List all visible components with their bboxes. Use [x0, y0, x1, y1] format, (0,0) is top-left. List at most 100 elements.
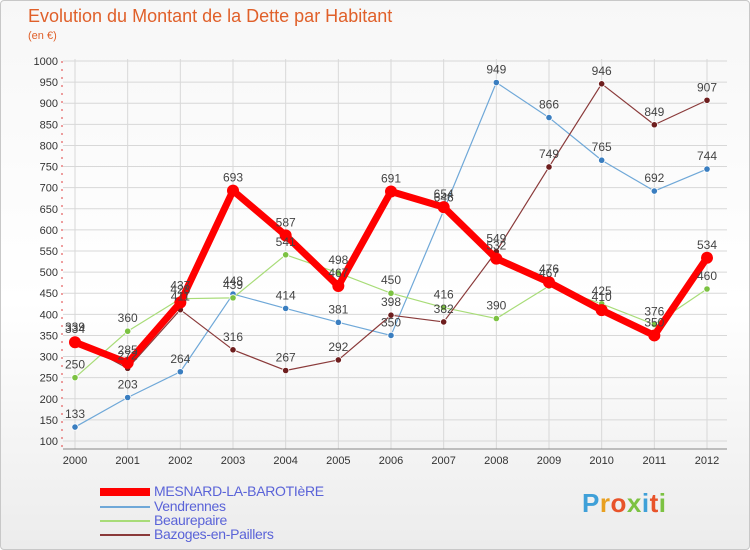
x-tick-label: 2005: [326, 455, 350, 467]
data-label: 467: [539, 266, 559, 280]
x-tick-label: 2010: [589, 455, 613, 467]
data-label: 339: [65, 320, 85, 334]
legend-swatch-vendrennes: [100, 506, 150, 508]
data-point-3: [282, 366, 290, 375]
data-label: 411: [171, 290, 190, 304]
data-label: 376: [644, 304, 664, 318]
y-tick-label: 800: [40, 140, 58, 152]
x-tick-label: 2009: [537, 455, 561, 467]
data-label: 334: [65, 322, 85, 336]
data-point-2: [440, 303, 448, 312]
data-point-1: [387, 331, 395, 340]
data-label: 272: [118, 348, 138, 362]
y-tick-label: 1000: [34, 56, 58, 68]
data-label: 439: [223, 278, 243, 292]
data-point-2: [703, 285, 711, 293]
data-label: 203: [118, 378, 138, 392]
data-label: 949: [486, 63, 506, 77]
data-label: 133: [65, 407, 85, 421]
data-point-mesnard: [490, 252, 503, 265]
legend-label-mesnard: MESNARD-LA-BAROTIèRE: [154, 483, 324, 499]
data-label: 350: [381, 315, 401, 329]
x-tick-label: 2001: [115, 455, 139, 467]
y-tick-label: 850: [40, 119, 58, 131]
data-label: 398: [381, 295, 401, 309]
data-label: 292: [328, 340, 348, 354]
data-point-3: [598, 80, 606, 88]
data-point-1: [492, 78, 500, 87]
logo-letter: r: [599, 488, 611, 518]
y-tick-label: 300: [40, 352, 58, 364]
data-label: 498: [328, 253, 348, 267]
y-tick-label: 700: [40, 183, 58, 195]
y-tick-label: 600: [40, 225, 58, 237]
data-label: 549: [486, 231, 506, 245]
legend-label-beaurepaire: Beaurepaire: [154, 512, 227, 528]
data-label: 749: [539, 147, 559, 161]
data-point-mesnard: [595, 304, 608, 317]
data-label: 285: [118, 343, 138, 357]
x-tick-label: 2006: [379, 455, 403, 467]
data-point-1: [703, 165, 711, 173]
data-label: 476: [539, 262, 559, 276]
y-tick-label: 650: [40, 204, 58, 216]
data-point-2: [229, 294, 237, 302]
data-label: 541: [276, 235, 296, 249]
data-point-1: [124, 393, 132, 402]
logo-letter: x: [626, 488, 642, 518]
data-label: 267: [276, 350, 296, 364]
data-point-2: [124, 327, 132, 335]
data-point-mesnard: [648, 329, 661, 342]
data-point-1: [545, 113, 553, 122]
logo-letter: i: [641, 488, 650, 518]
data-label: 425: [592, 284, 612, 298]
data-label: 654: [434, 187, 454, 201]
legend-label-bazoges: Bazoges-en-Paillers: [154, 526, 274, 542]
data-label: 946: [592, 64, 612, 78]
x-tick-label: 2003: [221, 455, 245, 467]
y-tick-label: 500: [40, 267, 58, 279]
data-point-3: [229, 346, 237, 354]
data-label: 437: [170, 279, 190, 293]
data-point-2: [650, 320, 658, 329]
data-point-3: [334, 356, 342, 364]
data-point-3: [703, 96, 711, 104]
x-tick-label: 2007: [431, 455, 455, 467]
data-point-3: [650, 121, 658, 129]
y-tick-label: 550: [40, 246, 58, 258]
data-point-1: [176, 368, 184, 376]
data-label: 907: [697, 80, 717, 94]
data-label: 416: [434, 288, 454, 302]
logo-letter: P: [582, 488, 600, 518]
data-label: 316: [223, 330, 243, 344]
data-label: 460: [697, 269, 717, 283]
y-tick-label: 400: [40, 309, 58, 321]
data-point-mesnard: [701, 251, 713, 264]
data-point-3: [545, 163, 553, 171]
data-label: 532: [486, 239, 506, 253]
data-point-3: [440, 318, 448, 326]
data-point-1: [334, 318, 342, 326]
data-point-mesnard: [279, 229, 292, 242]
data-label: 693: [223, 171, 243, 185]
data-point-mesnard: [174, 296, 187, 309]
data-label: 448: [223, 274, 243, 288]
data-label: 390: [486, 299, 506, 313]
logo-letter: o: [610, 488, 627, 518]
x-tick-label: 2002: [168, 455, 192, 467]
data-label: 264: [170, 352, 190, 366]
data-point-mesnard: [385, 185, 397, 198]
data-point-2: [492, 314, 500, 323]
y-tick-label: 750: [40, 162, 58, 174]
data-label: 381: [328, 302, 348, 316]
legend-label-vendrennes: Vendrennes: [154, 498, 226, 514]
data-label: 587: [276, 215, 296, 229]
data-label: 691: [381, 171, 401, 185]
data-label: 646: [434, 190, 454, 204]
data-point-1: [650, 187, 658, 195]
data-label: 350: [644, 315, 664, 329]
legend-swatch-beaurepaire: [100, 520, 150, 522]
data-point-mesnard: [227, 184, 239, 197]
legend-swatch-mesnard: [100, 488, 150, 496]
